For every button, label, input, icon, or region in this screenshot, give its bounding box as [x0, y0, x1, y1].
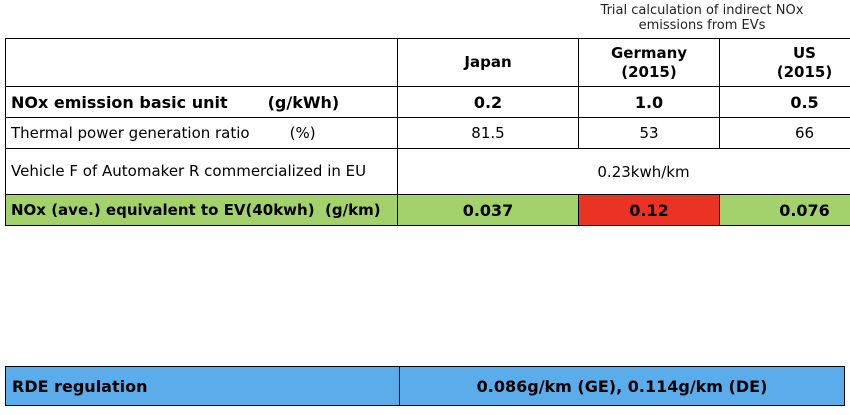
thermal-germany: 53: [578, 117, 720, 149]
row-vehicle: Vehicle F of Automaker R commercialized …: [5, 148, 850, 195]
header-empty-cell: [5, 38, 398, 87]
caption-line-2: emissions from EVs: [638, 18, 766, 33]
header-us: US (2015): [719, 38, 850, 87]
row-thermal-label-cell: Thermal power generation ratio (%): [5, 117, 398, 149]
row-nox-ev: NOx (ave.) equivalent to EV(40kwh) (g/km…: [5, 194, 850, 226]
basic-unit-germany: 1.0: [578, 86, 720, 118]
nox-ev-germany: 0.12: [578, 194, 720, 226]
row-thermal-unit: (%): [289, 124, 316, 142]
header-germany-year: (2015): [621, 62, 677, 81]
header-us-year: (2015): [776, 62, 833, 81]
rde-value: 0.086g/km (GE), 0.114g/km (DE): [399, 366, 845, 406]
basic-unit-japan: 0.2: [397, 86, 579, 118]
thermal-japan: 81.5: [397, 117, 579, 149]
rde-label: RDE regulation: [5, 366, 400, 406]
rde-regulation-row: RDE regulation 0.086g/km (GE), 0.114g/km…: [5, 366, 845, 406]
basic-unit-us: 0.5: [719, 86, 850, 118]
table-caption: Trial calculation of indirect NOx emissi…: [592, 3, 812, 33]
emissions-table: Japan Germany (2015) US (2015) NOx emiss…: [5, 38, 850, 226]
vehicle-consumption: 0.23kwh/km: [397, 148, 850, 195]
row-thermal: Thermal power generation ratio (%) 81.5 5…: [5, 117, 850, 149]
row-nox-ev-label-cell: NOx (ave.) equivalent to EV(40kwh) (g/km…: [5, 194, 398, 226]
row-nox-ev-unit: (g/km): [325, 201, 381, 219]
thermal-us: 66: [719, 117, 850, 149]
row-basic-unit-label-cell: NOx emission basic unit (g/kWh): [5, 86, 398, 118]
caption-line-1: Trial calculation of indirect NOx: [600, 3, 804, 18]
header-us-label: US: [793, 43, 816, 62]
row-basic-unit: NOx emission basic unit (g/kWh) 0.2 1.0 0…: [5, 86, 850, 118]
nox-ev-us: 0.076: [719, 194, 850, 226]
header-japan: Japan: [397, 38, 579, 87]
row-basic-unit-unit: (g/kWh): [267, 92, 340, 112]
header-japan-label: Japan: [464, 53, 512, 71]
row-basic-unit-label: NOx emission basic unit: [11, 92, 228, 112]
header-row: Japan Germany (2015) US (2015): [5, 38, 850, 87]
nox-ev-japan: 0.037: [397, 194, 579, 226]
row-thermal-label: Thermal power generation ratio: [11, 124, 250, 142]
header-germany: Germany (2015): [578, 38, 720, 87]
row-nox-ev-label: NOx (ave.) equivalent to EV(40kwh): [11, 201, 315, 219]
header-germany-label: Germany: [610, 43, 688, 62]
row-vehicle-label: Vehicle F of Automaker R commercialized …: [5, 148, 398, 195]
